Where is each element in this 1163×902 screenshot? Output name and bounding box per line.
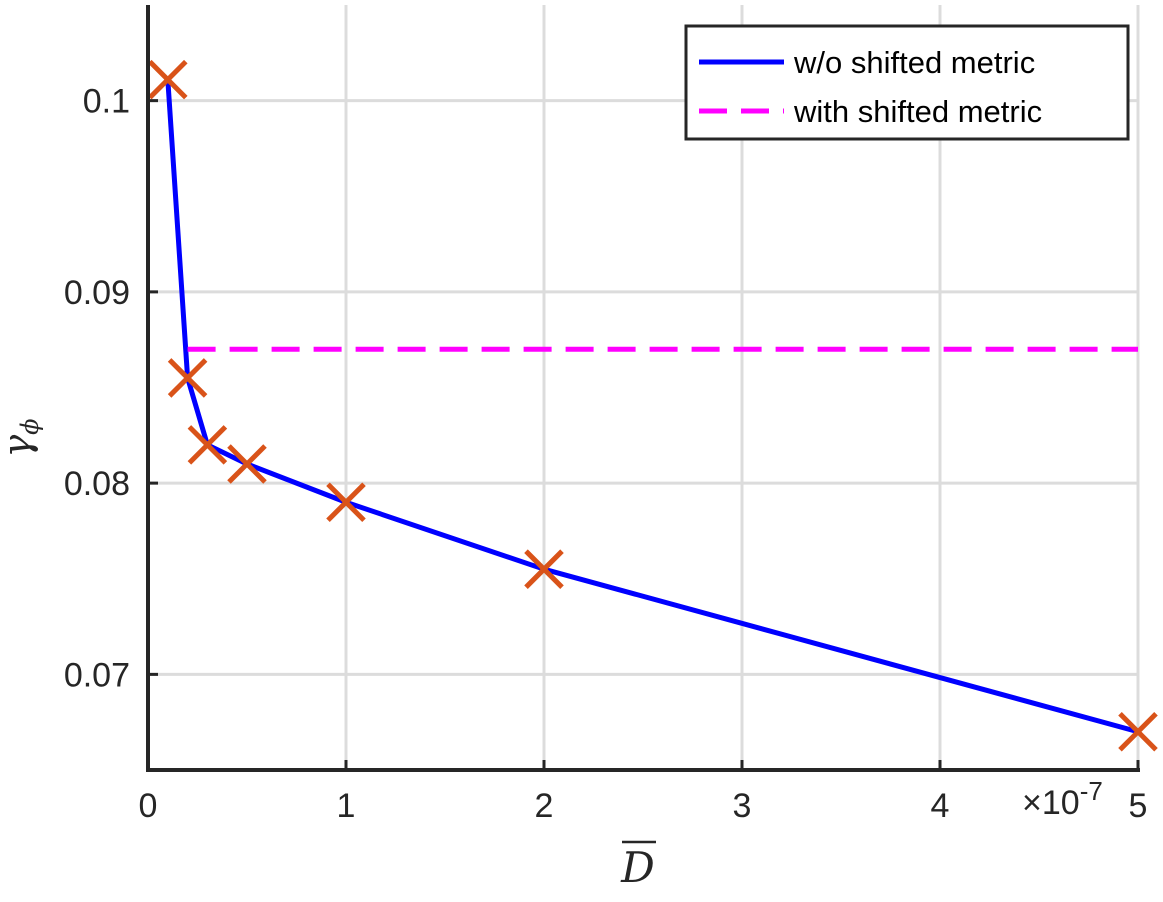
data-point-marker — [167, 358, 208, 398]
axes — [146, 5, 1140, 772]
y-tick-label: 0.09 — [64, 274, 130, 312]
data-point-marker — [227, 444, 267, 484]
x-tick-label: 3 — [733, 787, 752, 825]
data-point-marker — [326, 482, 366, 523]
y-ticks: 0.07 0.08 0.09 0.1 — [64, 83, 158, 694]
marker-layer — [148, 59, 1158, 752]
x-axis-label: D — [620, 843, 655, 892]
x-tick-label: 1 — [337, 787, 356, 825]
x-axis-multiplier: ×10-7 — [1022, 776, 1103, 822]
x-axis-multiplier-base: ×10 — [1022, 784, 1080, 822]
svg-text:γϕ: γϕ — [0, 418, 44, 457]
legend-label-series-2: with shifted metric — [793, 94, 1042, 129]
x-tick-label: 4 — [931, 787, 950, 825]
y-tick-label: 0.07 — [64, 656, 130, 694]
y-axis-label: γϕ — [0, 418, 44, 457]
legend-label-series-1: w/o shifted metric — [793, 45, 1035, 80]
x-tick-label: 5 — [1129, 787, 1148, 825]
x-ticks: 0 1 2 3 4 5 — [139, 760, 1148, 825]
y-axis-label-subscript: ϕ — [16, 418, 44, 434]
y-tick-label: 0.08 — [64, 465, 130, 503]
data-point-marker — [1118, 711, 1158, 752]
x-tick-label: 2 — [535, 787, 554, 825]
y-tick-label: 0.1 — [83, 83, 130, 121]
x-tick-label: 0 — [139, 787, 158, 825]
legend-box — [684, 24, 1130, 141]
data-point-marker — [187, 425, 228, 465]
data-point-marker — [524, 549, 564, 589]
x-axis-multiplier-exponent: -7 — [1080, 776, 1103, 806]
legend: w/o shifted metric with shifted metric — [684, 24, 1130, 141]
y-axis-label-main: γ — [0, 435, 39, 458]
data-point-marker — [148, 59, 188, 100]
